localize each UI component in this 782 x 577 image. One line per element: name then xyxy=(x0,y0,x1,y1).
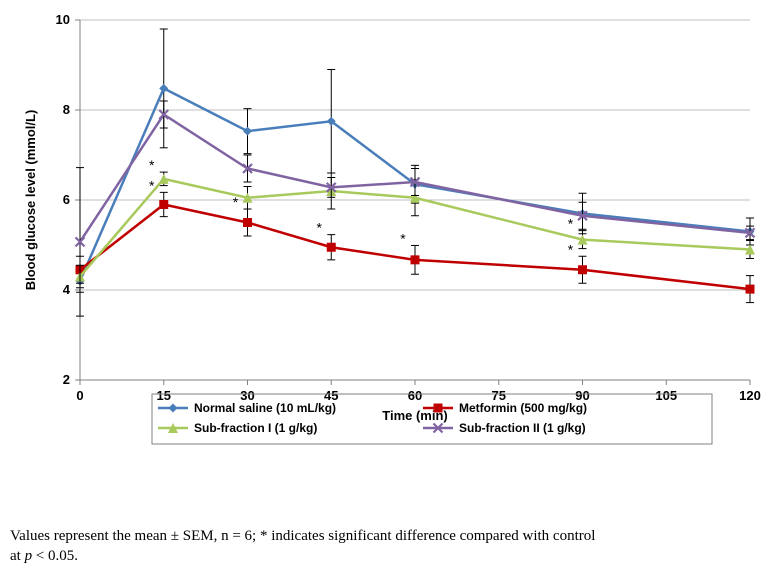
legend-label: Sub-fraction II (1 g/kg) xyxy=(459,421,586,435)
blood-glucose-chart: 2468100153045607590105120Time (min)Blood… xyxy=(10,10,772,450)
significance-marker: * xyxy=(568,241,574,257)
marker-square xyxy=(411,255,420,264)
significance-marker: * xyxy=(568,216,574,232)
caption-line2b: < 0.05. xyxy=(32,548,78,564)
x-tick-label: 60 xyxy=(408,388,422,403)
chart-caption: Values represent the mean ± SEM, n = 6; … xyxy=(10,526,772,567)
x-tick-label: 0 xyxy=(76,388,83,403)
marker-square xyxy=(434,404,443,413)
y-tick-label: 10 xyxy=(56,12,70,27)
y-axis-label: Blood glucose level (mmol/L) xyxy=(23,110,38,291)
significance-marker: * xyxy=(149,157,155,173)
marker-square xyxy=(327,243,336,252)
y-tick-label: 4 xyxy=(63,282,71,297)
caption-line2a: at xyxy=(10,548,25,564)
legend-label: Sub-fraction I (1 g/kg) xyxy=(194,421,317,435)
marker-diamond xyxy=(169,404,178,413)
y-tick-label: 8 xyxy=(63,102,70,117)
legend-label: Normal saline (10 mL/kg) xyxy=(194,401,336,415)
significance-marker: * xyxy=(317,220,323,236)
x-tick-label: 15 xyxy=(157,388,171,403)
x-tick-label: 105 xyxy=(655,388,677,403)
y-tick-label: 2 xyxy=(63,372,70,387)
marker-diamond xyxy=(243,127,252,136)
marker-diamond xyxy=(159,84,168,93)
y-tick-label: 6 xyxy=(63,192,70,207)
legend-label: Metformin (500 mg/kg) xyxy=(459,401,587,415)
significance-marker: * xyxy=(400,230,406,246)
marker-square xyxy=(159,200,168,209)
marker-square xyxy=(746,285,755,294)
x-tick-label: 120 xyxy=(739,388,761,403)
caption-p: p xyxy=(25,548,33,564)
marker-square xyxy=(243,218,252,227)
caption-line1: Values represent the mean ± SEM, n = 6; … xyxy=(10,528,595,544)
marker-square xyxy=(578,265,587,274)
chart-container: 2468100153045607590105120Time (min)Blood… xyxy=(10,10,772,524)
